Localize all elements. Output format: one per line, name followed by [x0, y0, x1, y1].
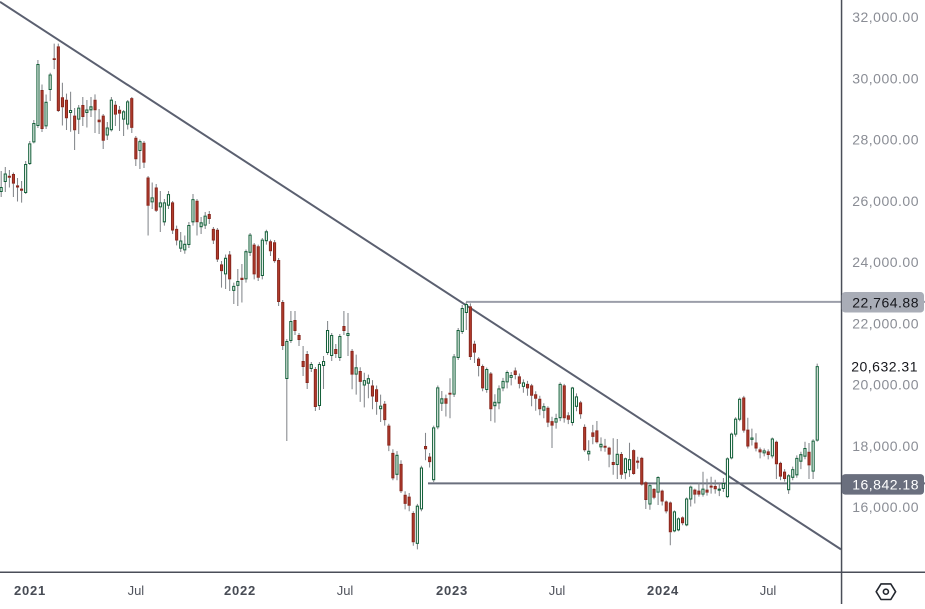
svg-text:Jul: Jul	[760, 583, 777, 598]
svg-text:Jul: Jul	[549, 583, 566, 598]
svg-text:20,632.31: 20,632.31	[851, 359, 918, 375]
svg-text:24,000.00: 24,000.00	[852, 254, 919, 270]
svg-text:16,000.00: 16,000.00	[852, 499, 919, 515]
svg-text:28,000.00: 28,000.00	[852, 132, 919, 148]
svg-text:32,000.00: 32,000.00	[852, 9, 919, 25]
svg-text:2023: 2023	[436, 583, 468, 598]
svg-text:Jul: Jul	[128, 583, 145, 598]
svg-text:2022: 2022	[224, 583, 256, 598]
svg-text:20,000.00: 20,000.00	[852, 377, 919, 393]
svg-text:16,842.18: 16,842.18	[852, 476, 919, 492]
svg-text:Jul: Jul	[337, 583, 354, 598]
svg-text:2021: 2021	[14, 583, 46, 598]
svg-text:26,000.00: 26,000.00	[852, 193, 919, 209]
svg-text:30,000.00: 30,000.00	[852, 70, 919, 86]
svg-text:22,000.00: 22,000.00	[852, 315, 919, 331]
svg-text:22,764.88: 22,764.88	[852, 294, 919, 310]
svg-text:2024: 2024	[647, 583, 679, 598]
svg-text:18,000.00: 18,000.00	[852, 438, 919, 454]
